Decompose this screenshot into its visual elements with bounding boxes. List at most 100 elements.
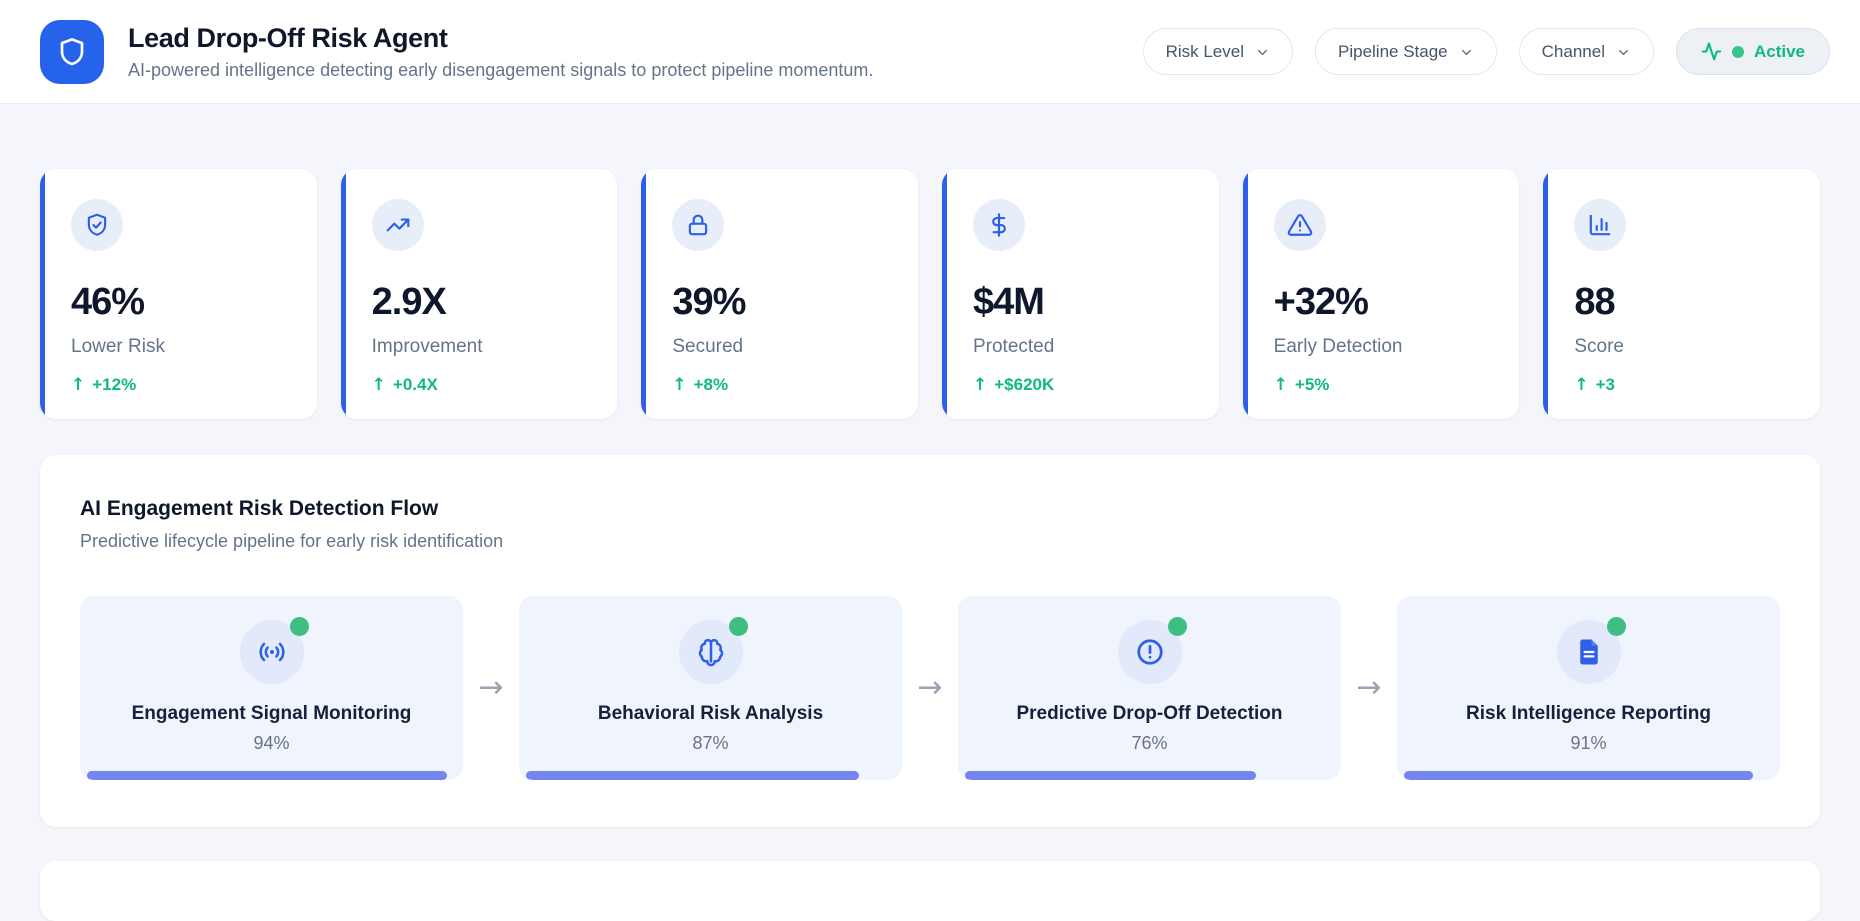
shield-icon — [40, 19, 104, 84]
page-subtitle: AI-powered intelligence detecting early … — [128, 59, 874, 80]
stat-delta-value: +12% — [92, 375, 137, 394]
stat-accent-bar — [941, 169, 947, 419]
stat-label: Early Detection — [1273, 336, 1403, 357]
stat-delta: ↑ +$620K — [973, 375, 1195, 395]
stats-row: 46% Lower Risk ↑ +12% 2.9X Improvement ↑ +0.4X 3… — [40, 169, 1820, 419]
flow-stage-engagement-signal-monitoring: Engagement Signal Monitoring 94% — [80, 596, 463, 780]
alert-triangle-icon — [1273, 199, 1326, 251]
stat-delta: ↑ +5% — [1274, 375, 1496, 395]
bar-chart-icon — [1574, 199, 1627, 251]
chevron-down-icon — [1459, 45, 1474, 60]
page-title: Lead Drop-Off Risk Agent — [128, 22, 448, 53]
stat-label: Score — [1574, 336, 1624, 357]
up-arrow-icon: ↑ — [371, 375, 386, 395]
lock-icon — [672, 199, 725, 251]
flow-section-title: AI Engagement Risk Detection Flow — [80, 497, 439, 520]
filter-pipeline-stage[interactable]: Pipeline Stage — [1315, 28, 1497, 75]
up-arrow-icon: ↑ — [1574, 375, 1589, 395]
flow-stage-icon-wrap — [678, 617, 748, 684]
flow-stage-risk-intelligence-reporting: Risk Intelligence Reporting 91% — [1397, 596, 1780, 780]
header-filter-bar: Risk Level Pipeline Stage Channel Active — [1142, 28, 1830, 75]
stat-label: Lower Risk — [71, 336, 165, 357]
flow-stage-percent: 91% — [1570, 733, 1607, 753]
flow-stage-label: Predictive Drop-Off Detection — [1016, 703, 1283, 724]
flow-arrow-icon: → — [917, 670, 943, 705]
flow-stage-label: Behavioral Risk Analysis — [597, 703, 824, 724]
up-arrow-icon: ↑ — [71, 375, 86, 395]
filter-risk-level[interactable]: Risk Level — [1142, 28, 1293, 75]
flow-stage-percent: 94% — [253, 733, 290, 753]
flow-arrow-icon: → — [1356, 670, 1382, 705]
stat-delta-value: +5% — [1294, 375, 1330, 394]
flow-stage-predictive-drop-off-detection: Predictive Drop-Off Detection 76% — [958, 596, 1341, 780]
activity-pulse-icon — [1701, 41, 1722, 62]
dashboard-main: 46% Lower Risk ↑ +12% 2.9X Improvement ↑ +0.4X 3… — [0, 104, 1860, 921]
stat-card-early-detection: +32% Early Detection ↑ +5% — [1242, 169, 1520, 419]
stat-delta-value: +0.4X — [392, 375, 438, 394]
radio-signal-icon — [239, 620, 304, 684]
flow-stage-label: Engagement Signal Monitoring — [131, 703, 412, 724]
up-arrow-icon: ↑ — [672, 375, 687, 395]
flow-stage-behavioral-risk-analysis: Behavioral Risk Analysis 87% — [519, 596, 902, 780]
up-arrow-icon: ↑ — [972, 375, 988, 395]
stat-delta: ↑ +0.4X — [372, 375, 594, 395]
flow-pipeline: Engagement Signal Monitoring 94% → Behavior… — [80, 596, 1780, 780]
flow-stage-progress-bar — [1404, 771, 1753, 780]
stat-card-improvement: 2.9X Improvement ↑ +0.4X — [340, 169, 618, 419]
app-header: Lead Drop-Off Risk Agent AI-powered inte… — [0, 0, 1860, 104]
shield-check-icon — [71, 199, 123, 251]
flow-arrow-icon: → — [478, 670, 504, 705]
dollar-icon — [972, 199, 1025, 251]
flow-stage-progress-bar — [965, 771, 1257, 780]
flow-stage-icon-wrap — [239, 617, 309, 684]
stat-value: 88 — [1574, 281, 1615, 323]
stat-value: $4M — [972, 281, 1045, 323]
up-arrow-icon: ↑ — [1273, 375, 1288, 395]
stat-label: Improvement — [371, 336, 483, 357]
stat-accent-bar — [40, 169, 45, 419]
file-report-icon — [1556, 620, 1621, 684]
trending-up-icon — [371, 199, 424, 251]
stat-card-secured: 39% Secured ↑ +8% — [641, 169, 918, 419]
stat-accent-bar — [641, 169, 647, 419]
stat-delta: ↑ +12% — [71, 375, 293, 395]
flow-stage-label: Risk Intelligence Reporting — [1466, 703, 1711, 724]
stat-label: Protected — [972, 336, 1055, 357]
flow-stage-icon-wrap — [1556, 617, 1626, 684]
stat-accent-bar — [1242, 169, 1248, 419]
filter-label: Risk Level — [1165, 41, 1244, 61]
stat-accent-bar — [1543, 169, 1549, 419]
filter-label: Channel — [1541, 41, 1605, 61]
stat-label: Secured — [672, 336, 744, 357]
stat-card-lower-risk: 46% Lower Risk ↑ +12% — [40, 169, 317, 419]
stat-delta: ↑ +8% — [672, 375, 894, 395]
stat-card-protected: $4M Protected ↑ +$620K — [941, 169, 1219, 419]
filter-channel[interactable]: Channel — [1518, 28, 1654, 75]
stat-accent-bar — [340, 169, 346, 419]
active-dot-icon — [289, 617, 309, 636]
stat-value: 39% — [672, 281, 746, 323]
status-label: Active — [1753, 41, 1805, 61]
flow-section-subtitle: Predictive lifecycle pipeline for early … — [80, 531, 504, 551]
flow-stage-progress-bar — [87, 771, 448, 780]
active-dot-icon — [1606, 617, 1626, 636]
flow-stage-percent: 76% — [1131, 733, 1168, 753]
flow-stage-icon-wrap — [1117, 617, 1187, 684]
chevron-down-icon — [1616, 45, 1631, 60]
stat-delta-value: +$620K — [994, 375, 1055, 394]
status-badge[interactable]: Active — [1675, 28, 1830, 75]
active-dot-icon — [728, 617, 748, 636]
status-dot-icon — [1731, 45, 1744, 58]
flow-stage-progress-bar — [526, 771, 860, 780]
stat-delta-value: +3 — [1595, 375, 1615, 394]
stat-value: 2.9X — [371, 281, 447, 323]
filter-label: Pipeline Stage — [1338, 41, 1448, 61]
chevron-down-icon — [1255, 45, 1270, 60]
stat-delta: ↑ +3 — [1574, 375, 1796, 395]
flow-stage-percent: 87% — [692, 733, 729, 753]
stat-delta-value: +8% — [693, 375, 729, 394]
flow-section-card: AI Engagement Risk Detection Flow Predic… — [40, 455, 1820, 827]
stat-value: 46% — [71, 281, 145, 323]
stat-card-score: 88 Score ↑ +3 — [1543, 169, 1820, 419]
stat-value: +32% — [1273, 281, 1369, 323]
